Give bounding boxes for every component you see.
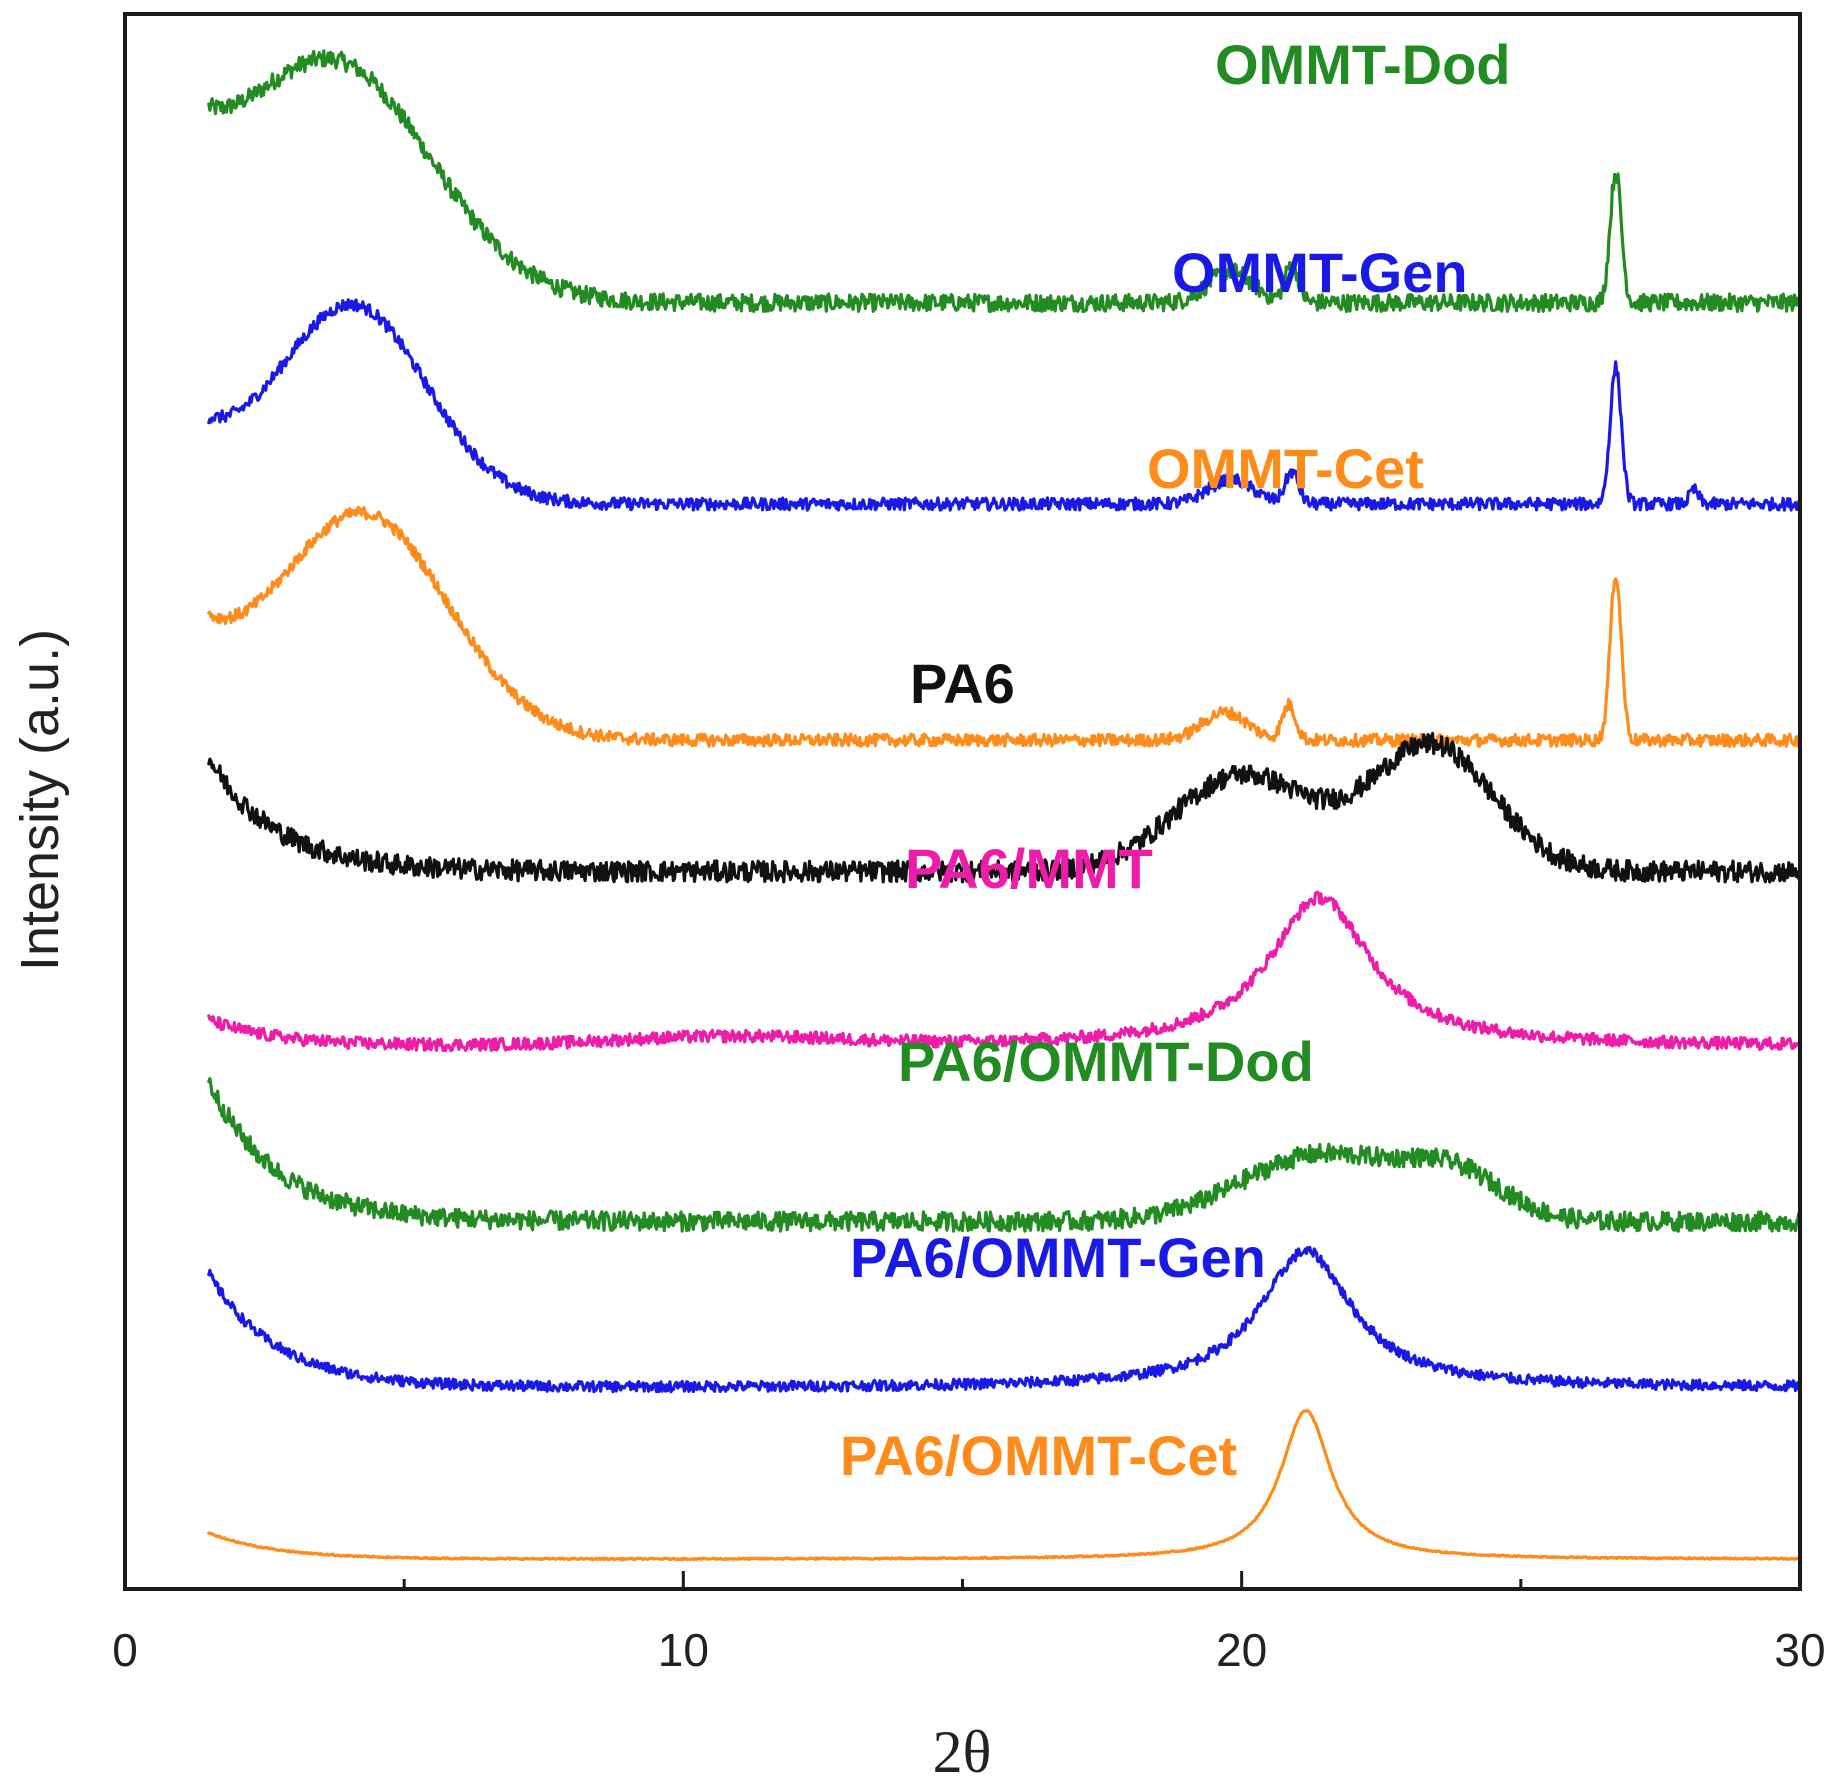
trace-pa6-ommt-dod xyxy=(207,1077,1802,1233)
trace-pa6-ommt-gen xyxy=(207,1245,1802,1394)
x-tick-label-20: 20 xyxy=(1216,1624,1267,1676)
label-pa6-ommt-cet: PA6/OMMT-Cet xyxy=(840,1424,1237,1487)
label-ommt-cet: OMMT-Cet xyxy=(1147,437,1424,500)
series-labels-group: OMMT-Dod OMMT-Gen OMMT-Cet PA6 PA6/MMT PA6/OM… xyxy=(840,33,1510,1487)
x-tick-label-10: 10 xyxy=(658,1624,709,1676)
traces-group xyxy=(207,49,1802,1562)
label-pa6-ommt-dod: PA6/OMMT-Dod xyxy=(898,1030,1314,1093)
trace-ommt-gen xyxy=(207,298,1802,512)
label-pa6: PA6 xyxy=(910,652,1015,715)
label-ommt-gen: OMMT-Gen xyxy=(1172,241,1468,304)
trace-ommt-dod xyxy=(207,49,1802,314)
x-tick-labels-group: 0 10 20 30 xyxy=(112,1624,1825,1676)
x-tick-label-0: 0 xyxy=(112,1624,138,1676)
trace-ommt-cet xyxy=(207,505,1802,748)
trace-pa6 xyxy=(207,731,1802,884)
x-axis-title: 2θ xyxy=(933,1719,992,1785)
label-pa6-mmt: PA6/MMT xyxy=(905,837,1153,900)
x-tick-label-30: 30 xyxy=(1774,1624,1825,1676)
label-pa6-ommt-gen: PA6/OMMT-Gen xyxy=(850,1226,1266,1289)
y-axis-title: Intensity (a.u.) xyxy=(10,629,70,971)
trace-pa6-mmt xyxy=(207,890,1802,1053)
x-ticks-group xyxy=(123,1571,1802,1589)
trace-pa6-ommt-cet xyxy=(207,1409,1802,1562)
label-ommt-dod: OMMT-Dod xyxy=(1215,33,1510,96)
